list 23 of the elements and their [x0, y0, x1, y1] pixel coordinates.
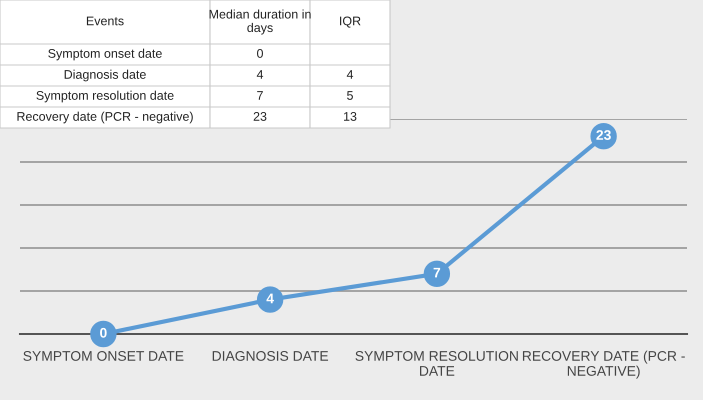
- data-label: 0: [100, 328, 107, 338]
- text: Symptom resolution date: [36, 90, 174, 102]
- text: Symptom onset date: [48, 48, 162, 60]
- x-tick-label: SYMPTOM RESOLUTION DATE: [355, 351, 518, 376]
- x-tick-label: SYMPTOM ONSET DATE: [23, 351, 184, 361]
- text: 0: [257, 49, 263, 58]
- annotation: 13: [344, 112, 356, 121]
- text: Events: [86, 16, 124, 26]
- point: [424, 260, 450, 287]
- annotation: 23: [254, 112, 266, 121]
- data-label: 7: [434, 268, 440, 278]
- text: Diagnosis date: [64, 70, 146, 82]
- text: IQR: [340, 16, 361, 28]
- annotation: Recovery date (PCR - negative): [17, 112, 193, 124]
- text: 4: [256, 70, 264, 79]
- x-tick-label: RECOVERY DATE (PCR - NEGATIVE): [522, 350, 685, 379]
- text: 7: [257, 91, 263, 100]
- x-tick-label: DIAGNOSIS DATE: [212, 351, 328, 361]
- data-label: 4: [266, 294, 274, 304]
- text: Median duration in days: [210, 9, 311, 35]
- text: 5: [347, 91, 353, 100]
- text: 4: [346, 70, 354, 79]
- data-label: 23: [596, 130, 611, 140]
